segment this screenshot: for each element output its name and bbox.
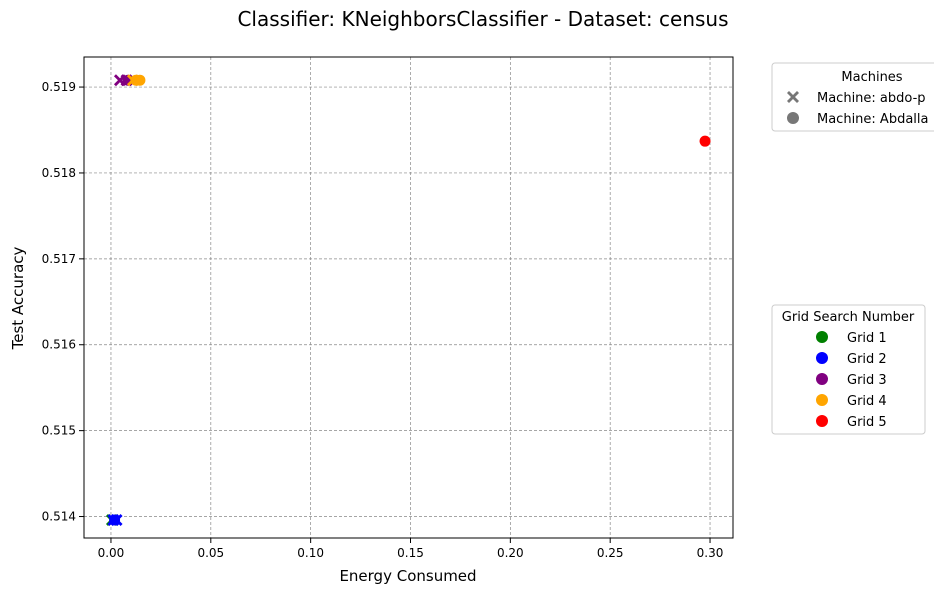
y-tick-label: 0.517: [42, 252, 76, 266]
x-axis-label: Energy Consumed: [339, 567, 476, 585]
grid-legend-label: Grid 1: [847, 331, 887, 346]
data-points: [105, 74, 711, 526]
x-tick-label: 0.30: [697, 546, 724, 560]
y-tick-label: 0.516: [42, 338, 76, 352]
x-tick-label: 0.25: [597, 546, 624, 560]
grid-legend-title: Grid Search Number: [782, 310, 915, 325]
machines-legend: Machines Machine: abdo-p Machine: Abdalla: [771, 62, 934, 132]
y-tick-label: 0.519: [42, 80, 76, 94]
legend-x-marker: [787, 91, 799, 103]
x-tick-label: 0.05: [197, 546, 224, 560]
legend-grid-marker: [816, 415, 828, 427]
data-point-circle-marker: [699, 135, 711, 147]
grid-legend-label: Grid 5: [847, 415, 887, 430]
grid-lines: [84, 57, 733, 538]
grid-legend-label: Grid 3: [847, 373, 887, 388]
legend-grid-marker: [816, 373, 828, 385]
legend-grid-marker: [816, 394, 828, 406]
data-point-circle-marker: [109, 514, 121, 526]
machines-legend-label: Machine: abdo-p: [817, 91, 926, 106]
grid-legend-label: Grid 4: [847, 394, 887, 409]
x-tick-label: 0.00: [98, 546, 125, 560]
grid-legend-label: Grid 2: [847, 352, 887, 367]
legend-circle-marker: [787, 112, 799, 124]
x-tick-label: 0.20: [497, 546, 524, 560]
plot-area-frame: [83, 56, 734, 539]
machines-legend-box: [771, 62, 934, 132]
machines-legend-label: Machine: Abdalla: [817, 112, 928, 127]
grid-legend: Grid Search Number Grid 1 Grid 2 Grid 3 Gri…: [771, 304, 926, 435]
y-axis-ticks: 0.514 0.515 0.516 0.517 0.518 0.519: [42, 80, 84, 524]
machines-legend-title: Machines: [841, 70, 902, 85]
data-point-circle-marker: [134, 74, 146, 86]
x-axis-ticks: 0.00 0.05 0.10 0.15 0.20 0.25 0.30: [98, 538, 724, 560]
y-tick-label: 0.518: [42, 166, 76, 180]
legend-grid-marker: [816, 331, 828, 343]
chart-title: Classifier: KNeighborsClassifier - Datas…: [237, 7, 728, 31]
y-axis-label: Test Accuracy: [9, 246, 27, 350]
y-tick-label: 0.514: [42, 510, 76, 524]
grid-legend-box: [771, 304, 926, 435]
y-tick-label: 0.515: [42, 424, 76, 438]
legend-grid-marker: [816, 352, 828, 364]
x-tick-label: 0.15: [397, 546, 424, 560]
x-tick-label: 0.10: [297, 546, 324, 560]
